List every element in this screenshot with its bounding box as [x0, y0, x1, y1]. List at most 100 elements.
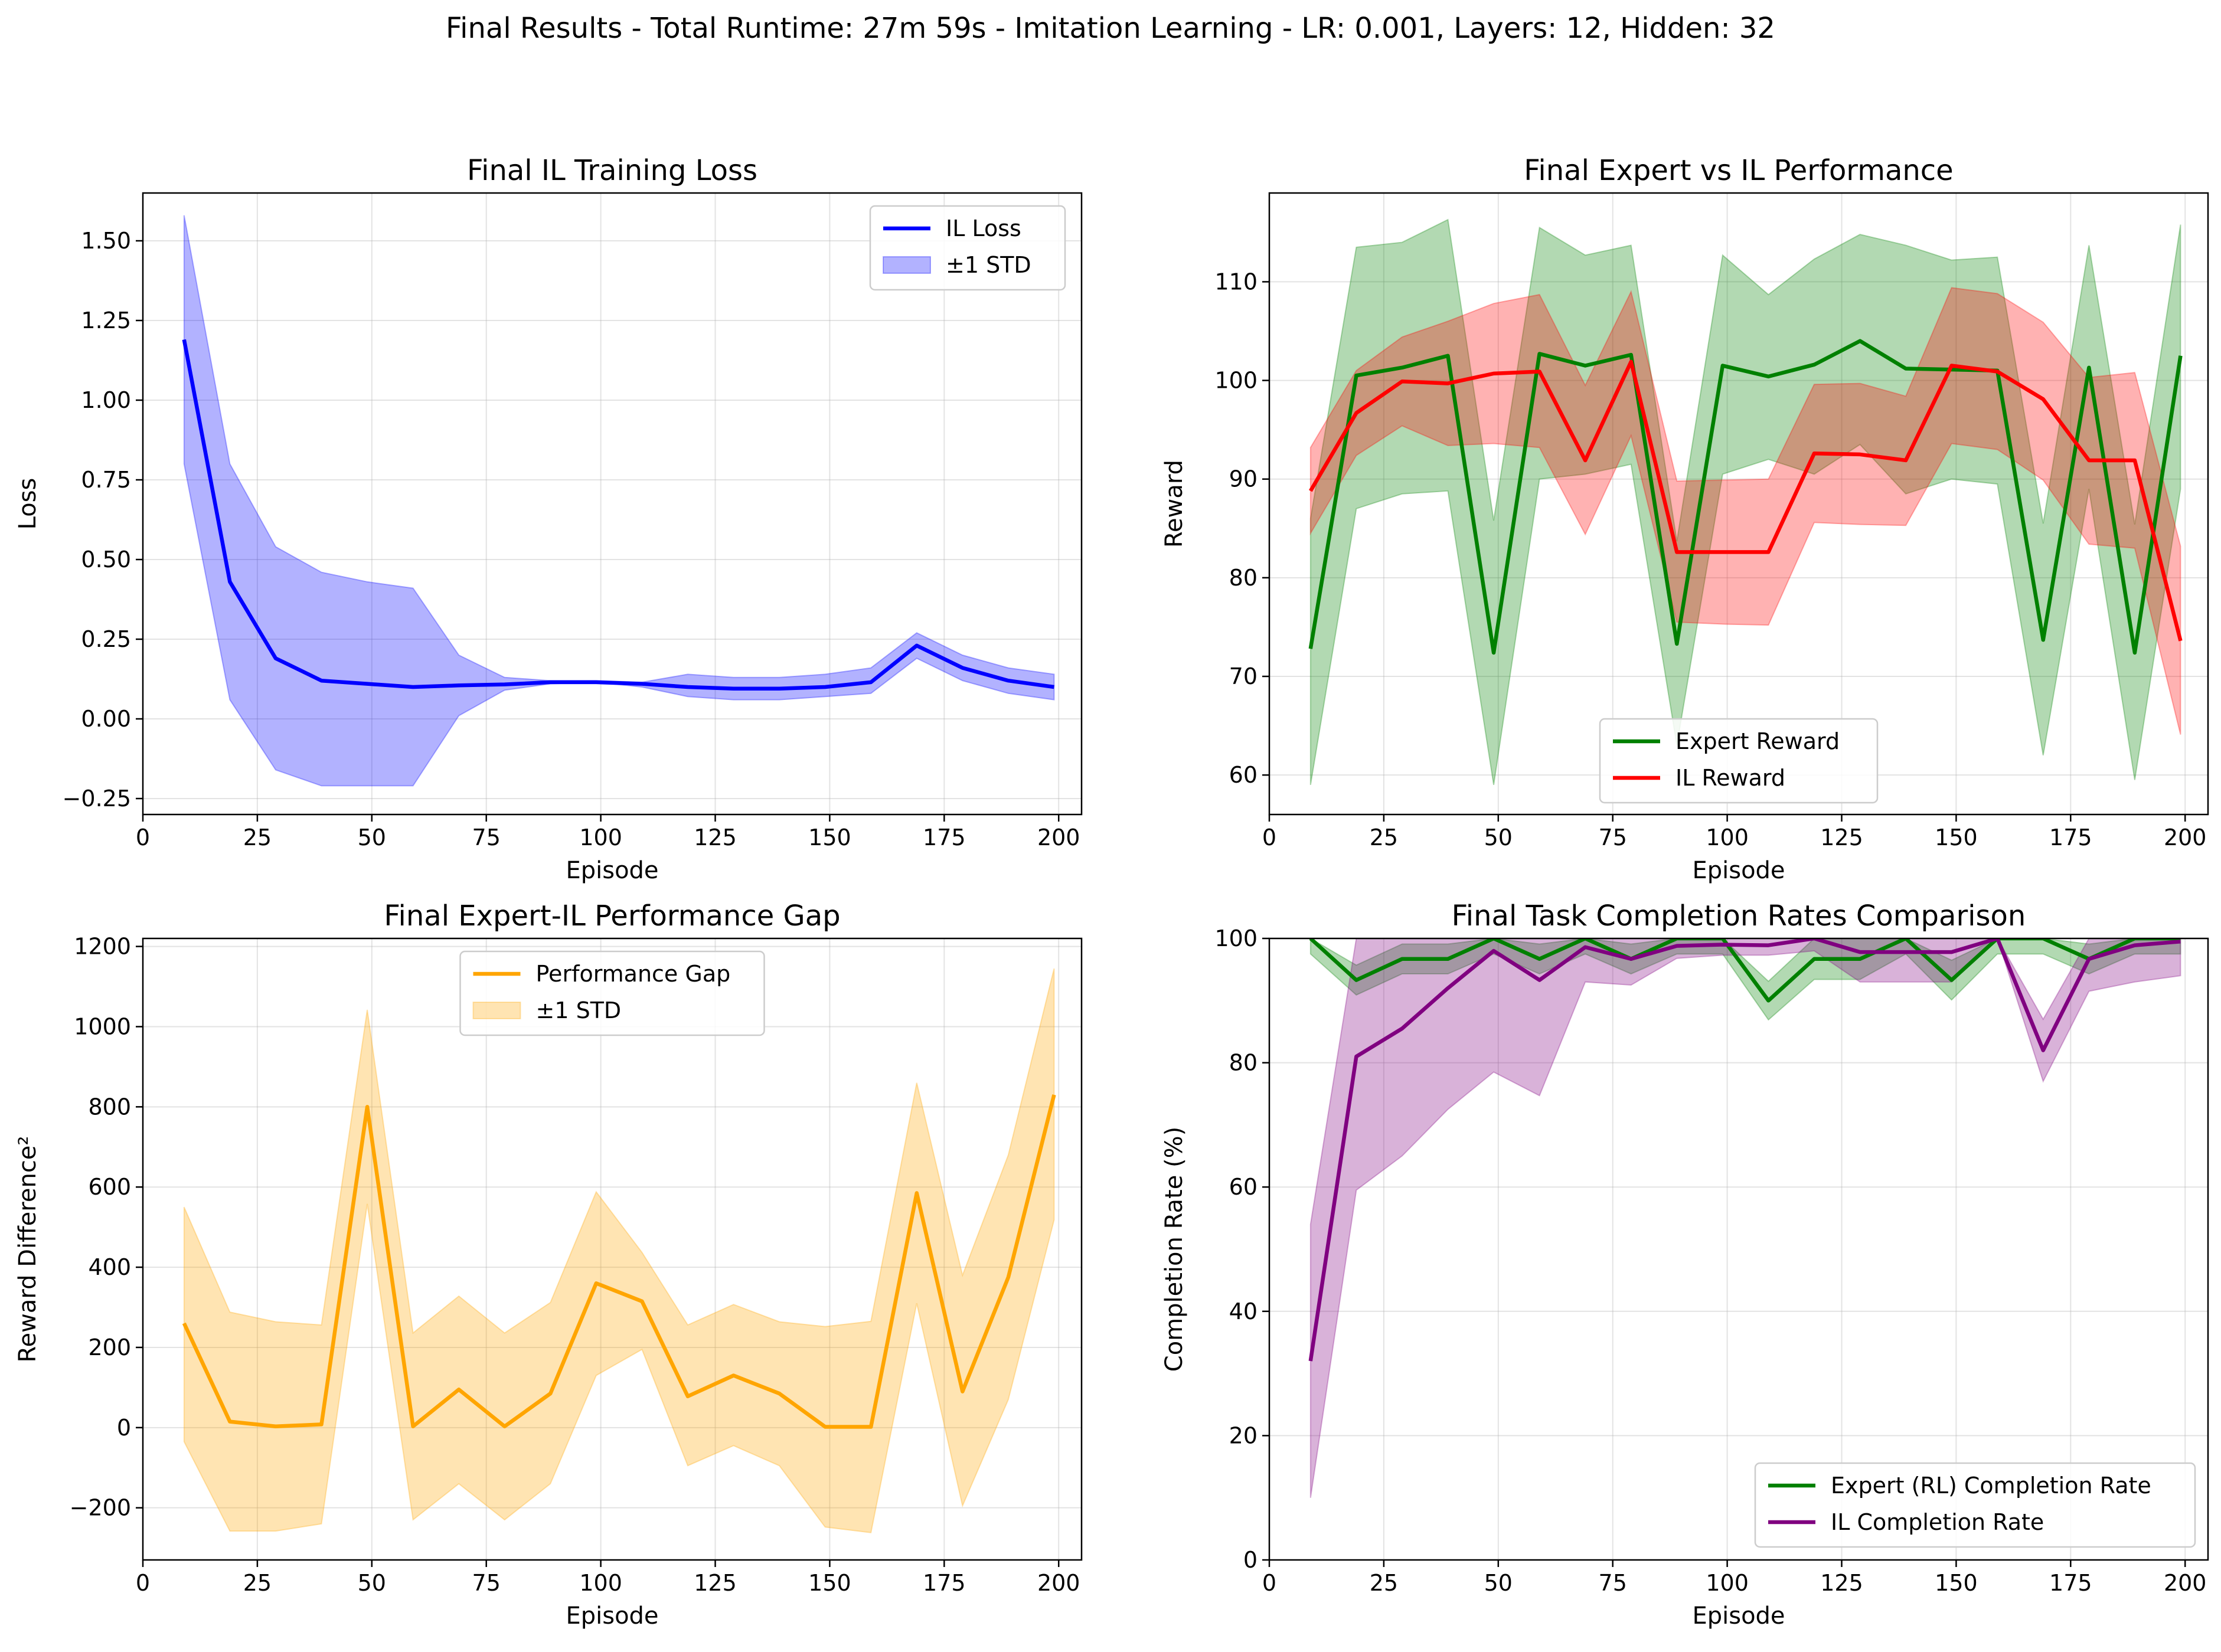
- y-tick-label: 1.00: [81, 387, 131, 413]
- axes-frame: [142, 937, 1083, 1561]
- legend: Performance Gap ±1 STD: [459, 950, 765, 1036]
- plot-area: [182, 215, 1055, 787]
- axes-frame: [1268, 937, 2209, 1561]
- chart-panel-2: 0 25 50 75 100 125 150 175 200 60 70 80 90 100 110 Fina…: [1161, 154, 2209, 884]
- legend-box: [459, 950, 765, 1036]
- chart-title: Final Expert-IL Performance Gap: [384, 899, 840, 933]
- x-tick-label: 0: [1262, 825, 1276, 850]
- legend-label: IL Loss: [946, 215, 1021, 241]
- y-tick-label: 400: [88, 1254, 131, 1280]
- series-line-1: [182, 1094, 1056, 1429]
- x-tick-label: 0: [1262, 1570, 1276, 1596]
- figure-title: Final Results - Total Runtime: 27m 59s -…: [446, 12, 1775, 45]
- y-tick-label: 600: [88, 1174, 131, 1200]
- std-band-series-2: [1309, 938, 2181, 1498]
- std-band-series-1: [1309, 218, 2181, 786]
- legend-label: Expert Reward: [1675, 728, 1840, 754]
- series-line-1: [1308, 339, 2183, 655]
- chart-panel-4: 0 25 50 75 100 125 150 175 200 0 20 40 60 80 100 Final …: [1161, 899, 2209, 1630]
- plot-area: [1308, 218, 2183, 786]
- std-band-series-1: [183, 215, 1055, 787]
- chart-title: Final IL Training Loss: [467, 154, 757, 187]
- x-axis-label: Episode: [566, 1602, 658, 1630]
- y-tick-label: 0.00: [81, 706, 131, 732]
- plot-area: [182, 968, 1056, 1533]
- x-tick-label: 25: [243, 1570, 272, 1596]
- x-tick-label: 50: [358, 825, 386, 850]
- x-tick-label: 100: [579, 825, 622, 850]
- legend-box: [1599, 718, 1879, 804]
- series-line-2: [1309, 359, 2183, 642]
- axes-frame: [142, 192, 1083, 816]
- y-axis-label: Reward: [1161, 460, 1188, 548]
- legend-label: IL Completion Rate: [1831, 1509, 2044, 1535]
- y-tick-label: 20: [1229, 1422, 1258, 1448]
- legend: Expert (RL) Completion Rate IL Completion…: [1754, 1462, 2196, 1548]
- x-axis-label: Episode: [1692, 1602, 1785, 1630]
- x-tick-label: 50: [1484, 1570, 1513, 1596]
- x-tick-label: 125: [1820, 825, 1863, 850]
- plot-area: [1308, 938, 2181, 1498]
- y-tick-label: 70: [1229, 663, 1258, 689]
- y-tick-label: 1200: [74, 934, 131, 960]
- x-tick-label: 150: [808, 825, 851, 850]
- x-tick-label: 200: [1037, 825, 1080, 850]
- axes-frame: [1268, 192, 2209, 816]
- legend-box: [1754, 1462, 2196, 1548]
- x-tick-label: 50: [1484, 825, 1513, 850]
- x-axis-label: Episode: [566, 857, 658, 884]
- x-tick-label: 200: [1037, 1570, 1080, 1596]
- grid-lines: [1269, 193, 2208, 814]
- std-band-series-1: [183, 968, 1055, 1533]
- y-tick-label: −0.25: [63, 786, 131, 812]
- grid-lines: [143, 193, 1082, 814]
- x-tick-label: 175: [923, 1570, 966, 1596]
- series-line-2: [1308, 938, 2181, 1362]
- x-tick-label: 0: [136, 825, 150, 850]
- x-tick-label: 150: [1935, 825, 1978, 850]
- y-tick-label: 80: [1229, 565, 1258, 591]
- y-tick-label: 0.25: [81, 626, 131, 652]
- x-tick-label: 25: [243, 825, 272, 850]
- x-tick-label: 75: [472, 825, 501, 850]
- y-tick-label: 1000: [74, 1013, 131, 1039]
- x-tick-label: 150: [1935, 1570, 1978, 1596]
- y-tick-label: 0: [117, 1415, 131, 1441]
- y-tick-label: 100: [1214, 368, 1258, 394]
- x-tick-label: 50: [358, 1570, 386, 1596]
- x-tick-label: 100: [1706, 825, 1749, 850]
- x-tick-label: 75: [1599, 1570, 1627, 1596]
- legend-label: Performance Gap: [536, 961, 731, 987]
- y-tick-label: 60: [1229, 762, 1258, 788]
- y-tick-label: 100: [1214, 925, 1258, 951]
- x-axis-label: Episode: [1692, 857, 1785, 884]
- x-tick-label: 175: [923, 825, 966, 850]
- x-tick-label: 200: [2164, 825, 2207, 850]
- x-tick-label: 0: [136, 1570, 150, 1596]
- y-tick-label: 0: [1243, 1547, 1258, 1573]
- x-tick-label: 200: [2164, 1570, 2207, 1596]
- legend-label: ±1 STD: [946, 252, 1031, 278]
- legend: IL Loss ±1 STD: [869, 205, 1066, 291]
- std-band-series-2: [1309, 287, 2181, 735]
- x-tick-label: 125: [1820, 1570, 1863, 1596]
- legend-band-swatch: [472, 1002, 521, 1019]
- y-tick-label: 1.25: [81, 307, 131, 333]
- y-tick-label: 200: [88, 1334, 131, 1360]
- chart-panel-3: 0 25 50 75 100 125 150 175 200 −200 0 200 400 600 800 1…: [14, 899, 1083, 1630]
- y-tick-label: 90: [1229, 466, 1258, 492]
- x-tick-label: 100: [1706, 1570, 1749, 1596]
- legend-label: IL Reward: [1675, 765, 1785, 791]
- y-axis-label: Reward Difference²: [14, 1136, 41, 1363]
- y-tick-label: 0.50: [81, 547, 131, 573]
- std-band-series-1: [1309, 938, 2181, 1021]
- chart-panel-1: 0 25 50 75 100 125 150 175 200 −0.25 0.00 0.25 0.50 0…: [14, 154, 1083, 884]
- series-line-1: [182, 339, 1054, 691]
- y-tick-label: 40: [1229, 1298, 1258, 1324]
- y-tick-label: 800: [88, 1094, 131, 1120]
- legend-band-swatch: [883, 256, 931, 274]
- y-tick-label: 110: [1214, 269, 1258, 295]
- x-tick-label: 175: [2049, 1570, 2092, 1596]
- grid-lines: [1269, 938, 2208, 1560]
- y-tick-label: 1.50: [81, 228, 131, 254]
